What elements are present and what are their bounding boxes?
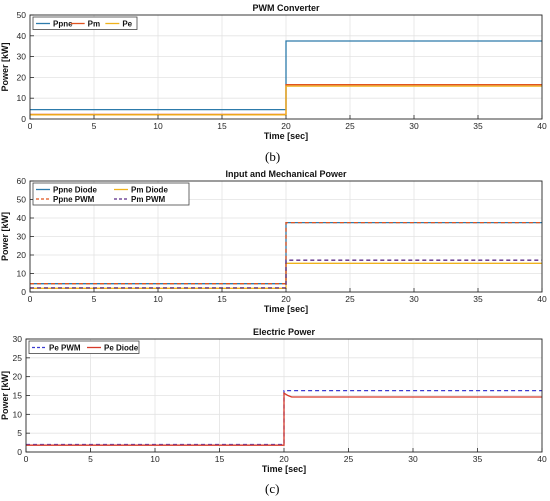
y-tick-label: 60 — [17, 176, 27, 186]
x-tick-label: 10 — [153, 294, 163, 304]
x-axis-label: Time [sec] — [264, 304, 308, 314]
y-tick-label: 10 — [13, 409, 23, 419]
x-tick-label: 25 — [344, 454, 354, 464]
chart-title: PWM Converter — [252, 3, 320, 13]
y-axis-label: Power [kW] — [0, 42, 10, 91]
x-tick-label: 5 — [92, 121, 97, 131]
x-tick-label: 35 — [473, 294, 483, 304]
series-line-pe — [30, 85, 542, 116]
legend-label-ppne-diode: Ppne Diode — [53, 186, 98, 195]
y-tick-label: 30 — [13, 334, 23, 344]
x-tick-label: 20 — [279, 454, 289, 464]
legend-label-pm-diode: Pm Diode — [131, 186, 168, 195]
caption-c: (c) — [265, 481, 280, 496]
legend-label-pm-pwm: Pm PWM — [131, 195, 166, 204]
x-tick-label: 40 — [537, 294, 547, 304]
legend-label-pe-diode: Pe Diode — [104, 344, 139, 353]
legend-label-ppne: Ppne — [53, 20, 73, 29]
legend-box — [32, 16, 138, 30]
x-tick-label: 5 — [92, 294, 97, 304]
x-tick-label: 10 — [150, 454, 160, 464]
caption-b: (b) — [265, 149, 281, 164]
y-tick-label: 15 — [13, 391, 23, 401]
x-tick-label: 15 — [217, 121, 227, 131]
x-tick-label: 20 — [281, 294, 291, 304]
y-tick-label: 40 — [17, 213, 27, 223]
x-tick-label: 30 — [409, 294, 419, 304]
x-tick-label: 0 — [24, 454, 29, 464]
series-line-ppne — [30, 40, 542, 111]
y-tick-label: 20 — [17, 250, 27, 260]
y-axis-label: Power [kW] — [0, 212, 10, 261]
y-axis-label: Power [kW] — [0, 371, 10, 420]
x-tick-label: 40 — [537, 121, 547, 131]
legend-label-pe-pwm: Pe PWM — [49, 344, 81, 353]
y-tick-label: 20 — [17, 72, 27, 82]
y-tick-label: 30 — [17, 232, 27, 242]
y-tick-label: 5 — [17, 428, 22, 438]
x-tick-label: 30 — [409, 121, 419, 131]
y-tick-label: 50 — [17, 195, 27, 205]
x-axis-label: Time [sec] — [264, 131, 308, 141]
x-tick-label: 25 — [345, 121, 355, 131]
x-tick-label: 35 — [473, 121, 483, 131]
x-tick-label: 40 — [537, 454, 547, 464]
y-tick-label: 50 — [17, 10, 27, 20]
legend-label-pm: Pm — [88, 20, 100, 29]
y-tick-label: 20 — [13, 372, 23, 382]
y-tick-label: 0 — [21, 287, 26, 297]
series-line-ppne-pwm — [30, 221, 542, 285]
x-tick-label: 0 — [28, 121, 33, 131]
y-tick-label: 0 — [21, 114, 26, 124]
chart-title: Electric Power — [253, 327, 316, 337]
x-tick-label: 0 — [28, 294, 33, 304]
x-tick-label: 5 — [88, 454, 93, 464]
y-tick-label: 40 — [17, 31, 27, 41]
y-tick-label: 10 — [17, 269, 27, 279]
y-tick-label: 25 — [13, 353, 23, 363]
legend-box — [32, 182, 190, 206]
x-tick-label: 15 — [217, 294, 227, 304]
chart-input-and-mechanical-power: 0 5 10 15 20 25 30 35 40 0 10 20 30 40 50 60 Input and M… — [0, 169, 547, 314]
x-tick-label: 20 — [281, 121, 291, 131]
chart-electric-power: 0 5 10 15 20 25 30 35 40 0 5 10 15 20 25 30 Electric Pow… — [0, 327, 547, 474]
chart-title: Input and Mechanical Power — [225, 169, 347, 179]
series-line-pe-diode — [26, 392, 542, 446]
y-tick-label: 0 — [17, 447, 22, 457]
legend-box — [28, 340, 140, 354]
series-line-pm-pwm — [30, 259, 542, 289]
legend-label-pe: Pe — [122, 20, 132, 29]
legend-label-ppne-pwm: Ppne PWM — [53, 195, 95, 204]
series-line-pe-pwm — [26, 389, 542, 446]
x-tick-label: 35 — [473, 454, 483, 464]
x-axis-label: Time [sec] — [262, 464, 306, 474]
y-tick-label: 10 — [17, 93, 27, 103]
y-tick-label: 30 — [17, 52, 27, 62]
chart-pwm-converter: 0 5 10 15 20 25 30 35 40 0 10 20 30 40 50 PWM Converter… — [0, 3, 547, 141]
x-tick-label: 15 — [215, 454, 225, 464]
x-tick-label: 30 — [408, 454, 418, 464]
x-tick-label: 10 — [153, 121, 163, 131]
x-tick-label: 25 — [345, 294, 355, 304]
